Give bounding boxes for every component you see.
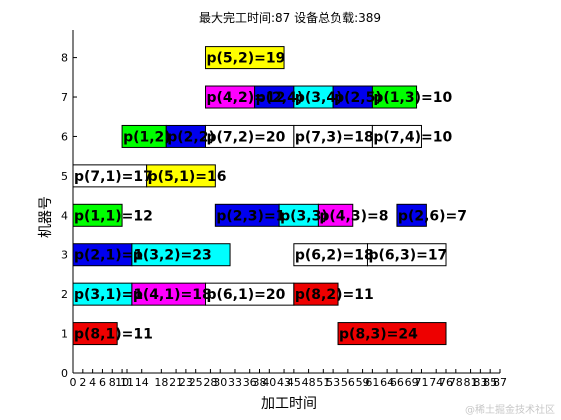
task-label: p(6,3)=17 [368, 248, 447, 264]
task-label: p(4,3)=8 [319, 208, 388, 224]
chart-title: 最大完工时间:87 设备总负载:389 [199, 10, 381, 25]
y-tick-label: 6 [61, 130, 68, 143]
x-tick-label: 36 [243, 376, 257, 389]
task-label: p(4,1)=18 [133, 287, 212, 303]
task-label: p(1,1)=12 [74, 208, 153, 224]
x-tick-label: 64 [380, 376, 394, 389]
task-label: p(8,3)=24 [339, 327, 418, 343]
task-label: p(5,1)=16 [148, 169, 227, 185]
task-label: p(7,1)=17 [74, 169, 153, 185]
x-tick-label: 81 [464, 376, 478, 389]
task-label: p(6,2)=18 [295, 248, 374, 264]
x-tick-label: 69 [405, 376, 419, 389]
x-tick-label: 48 [302, 376, 316, 389]
task-bar [317, 203, 354, 227]
x-tick-label: 23 [179, 376, 193, 389]
x-tick-label: 71 [414, 376, 428, 389]
x-tick-label: 18 [154, 376, 168, 389]
y-tick-label: 4 [61, 209, 68, 222]
task-bar [396, 203, 427, 227]
task-label: p(3,2)=23 [133, 248, 212, 264]
task-label: p(7,3)=18 [295, 129, 374, 145]
x-tick-label: 85 [483, 376, 497, 389]
x-tick-label: 33 [228, 376, 242, 389]
task-label: p(2,4) [256, 90, 304, 106]
task-bar [72, 203, 123, 227]
y-tick-label: 8 [61, 52, 68, 65]
x-tick-label: 87 [493, 376, 507, 389]
task-bar [371, 124, 422, 148]
task-label: p(2,1)=1 [74, 248, 143, 264]
x-tick-label: 59 [356, 376, 370, 389]
x-tick-label: 25 [189, 376, 203, 389]
task-label: p(8,1)=11 [74, 327, 153, 343]
task-label: p(1,3)=10 [373, 90, 452, 106]
task-label: p(5,2)=19 [207, 51, 286, 67]
task-label: p(1,2) [123, 129, 171, 145]
y-tick-label: 0 [61, 367, 68, 380]
y-tick-label: 1 [61, 328, 68, 341]
task-label: p(7,4)=10 [373, 129, 452, 145]
x-tick-label: 61 [365, 376, 379, 389]
task-label: p(3,4) [295, 90, 343, 106]
task-label: p(4,2)=12 [207, 90, 286, 106]
task-bar [293, 282, 339, 306]
y-tick-label: 5 [61, 170, 68, 183]
x-tick-label: 11 [120, 376, 134, 389]
task-label: p(2,6)=7 [398, 208, 467, 224]
task-bar [131, 243, 231, 267]
x-tick-label: 6 [99, 376, 106, 389]
x-tick-label: 45 [287, 376, 301, 389]
x-tick-label: 4 [89, 376, 96, 389]
x-tick-label: 74 [429, 376, 443, 389]
x-axis-title: 加工时间 [261, 396, 317, 412]
y-tick-label: 2 [61, 288, 68, 301]
task-bar [72, 322, 118, 346]
x-tick-label: 53 [326, 376, 340, 389]
x-tick-label: 76 [439, 376, 453, 389]
y-axis-title: 机器号 [38, 196, 54, 238]
x-tick-label: 30 [213, 376, 227, 389]
task-label: p(3,1)=1 [74, 287, 143, 303]
axes [72, 30, 501, 374]
x-tick-label: 40 [262, 376, 276, 389]
task-bar [205, 46, 285, 70]
x-tick-label: 66 [390, 376, 404, 389]
x-tick-label: 83 [473, 376, 487, 389]
task-label: p(8,2)=11 [295, 287, 374, 303]
task-bar [371, 85, 418, 109]
task-label: p(7,2)=20 [207, 129, 286, 145]
x-tick-label: 43 [277, 376, 291, 389]
x-tick-label: 21 [169, 376, 183, 389]
x-tick-label: 10 [115, 376, 129, 389]
task-label: p(6,1)=20 [207, 287, 286, 303]
task-label: p(2,5) [334, 90, 382, 106]
task-bar [337, 322, 447, 346]
task-label: p(2,2) [167, 129, 215, 145]
task-bars: p(8,1)=11 p(8,3)=24 p(3,1)=1p(4,1)=18p(6,1… [72, 46, 467, 346]
x-tick-label: 14 [135, 376, 149, 389]
x-tick-label: 2 [79, 376, 86, 389]
y-tick-label: 3 [61, 249, 68, 262]
x-tick-label: 51 [316, 376, 330, 389]
x-tick-label: 8 [109, 376, 116, 389]
y-tick-label: 7 [61, 91, 68, 104]
task-bar [366, 243, 447, 267]
x-tick-label: 38 [253, 376, 267, 389]
task-label: p(3,3) [280, 208, 328, 224]
task-bar [146, 164, 216, 188]
x-tick-label: 0 [70, 376, 77, 389]
task-label: p(2,3)=1 [216, 208, 285, 224]
x-tick-label: 78 [449, 376, 463, 389]
watermark: @稀土掘金技术社区 [465, 405, 555, 416]
x-tick-label: 56 [341, 376, 355, 389]
x-tick-label: 28 [203, 376, 217, 389]
